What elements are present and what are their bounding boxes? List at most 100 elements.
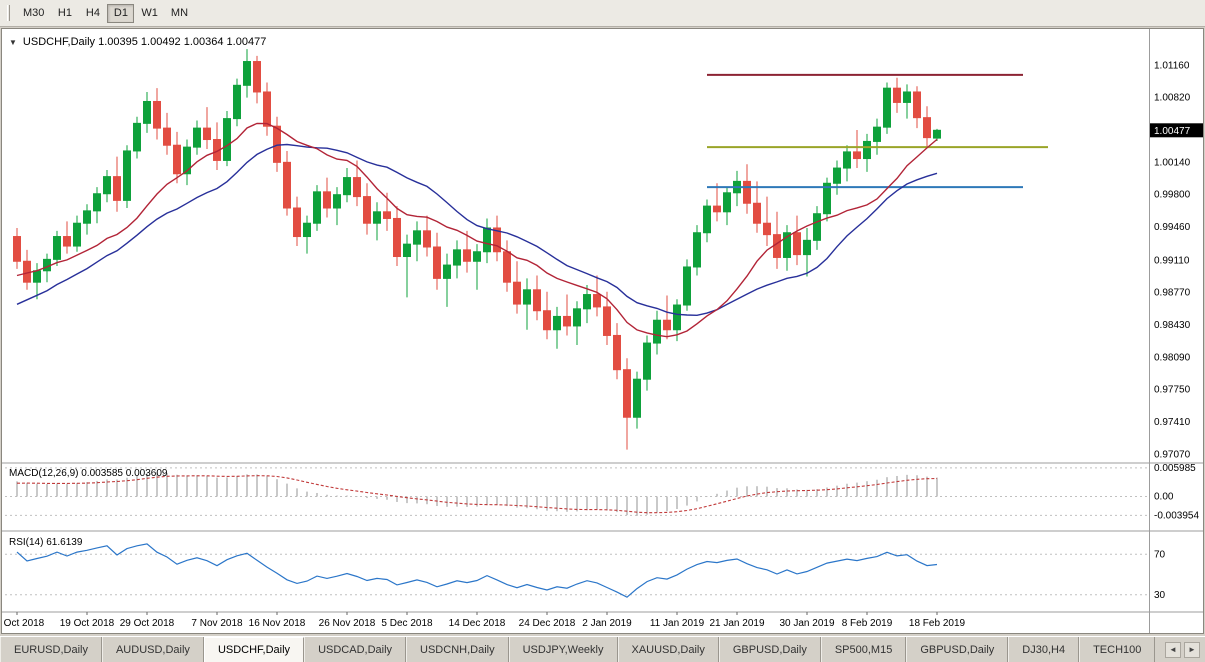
macd-histogram-bar [596,496,598,510]
macd-histogram-bar [316,492,318,497]
date-label: 30 Jan 2019 [779,618,834,629]
candle-body [253,61,261,93]
ma-fast-line [16,122,938,338]
macd-histogram-bar [46,483,48,497]
candle-body [483,227,491,253]
candle-body [823,182,831,215]
price-scale-value: 0.99460 [1154,222,1191,233]
candle-body [913,91,921,119]
candle-body [13,236,21,262]
timeframe-button-m30[interactable]: M30 [23,7,45,19]
chart-tab-2-usdchf-daily[interactable]: USDCHF,Daily [203,637,305,662]
macd-histogram-bar [676,496,678,509]
date-label: 14 Dec 2018 [449,618,506,629]
candle-body [203,127,211,141]
candle-body [343,177,351,196]
chart-tab-11-tech100[interactable]: TECH100 [1079,637,1156,662]
symbol-ohlc-text: USDCHF,Daily 1.00395 1.00492 1.00364 1.0… [22,36,267,48]
chart-background [2,29,1203,633]
macd-histogram-bar [256,474,258,497]
chart-window: 0.005985 0.00 -0.003954 70 30 1.01160 1.00820 1… [1,28,1204,634]
macd-histogram-bar [16,481,18,497]
macd-histogram-bar [696,496,698,502]
candle-body [173,144,181,175]
candle-body [53,236,61,260]
candle-body [883,87,891,128]
date-label: 29 Oct 2018 [120,618,175,629]
macd-scale-value: -0.003954 [1154,510,1199,521]
candle-body [643,342,651,380]
chart-tab-3-usdcad-daily[interactable]: USDCAD,Daily [304,637,407,662]
candle-body [413,230,421,245]
date-label: 7 Nov 2018 [191,618,243,629]
tabs-scroll-right-icon[interactable]: ► [1184,641,1200,658]
candle-body [793,232,801,256]
candle-body [813,213,821,241]
chart-tab-5-usdjpy-weekly[interactable]: USDJPY,Weekly [508,637,618,662]
timeframe-button-d1[interactable]: D1 [107,3,135,23]
macd-histogram-bar [796,489,798,497]
macd-histogram-bar [786,488,788,497]
macd-histogram-bar [856,482,858,497]
candle-body [313,191,321,224]
timeframe-button-h4[interactable]: H4 [85,7,100,19]
candle-body [783,232,791,258]
chart-tab-8-sp500-m15[interactable]: SP500,M15 [820,637,907,662]
rsi-line [16,543,938,598]
tabs-scroll-left-icon[interactable]: ◄ [1165,641,1181,658]
candle-body [763,222,771,236]
candle-body [713,205,721,213]
macd-histogram-bar [756,486,758,497]
macd-histogram-bar [366,496,368,499]
price-scale-value: 1.01160 [1154,60,1190,71]
macd-histogram-bar [26,482,28,497]
macd-histogram-bar [486,496,488,506]
candle-body [833,167,841,184]
candle-body [153,100,161,129]
chart-tab-0-eurusd-daily[interactable]: EURUSD,Daily [0,637,102,662]
chart-tab-6-xauusd-daily[interactable]: XAUUSD,Daily [617,637,719,662]
timeframe-button-w1[interactable]: W1 [141,7,158,19]
candle-body [523,289,531,305]
candle-body [803,239,811,256]
candle-body [743,180,751,204]
macd-histogram-bar [776,488,778,497]
candle-body [473,251,481,262]
chart-tab-4-usdcnh-daily[interactable]: USDCNH,Daily [406,637,509,662]
macd-histogram-bar [406,496,408,504]
macd-histogram-bar [466,496,468,507]
macd-histogram-bar [56,483,58,497]
chart-dropdown-icon[interactable]: ▼ [9,37,17,47]
candle-body [863,140,871,160]
macd-histogram-bar [116,479,118,497]
candle-body [223,118,231,161]
price-chart-canvas[interactable]: 0.005985 0.00 -0.003954 70 30 1.01160 1.00820 1… [2,29,1204,633]
macd-histogram-bar [736,487,738,497]
macd-histogram-bar [936,477,938,497]
candle-body [893,87,901,103]
candle-body [383,211,391,219]
candle-body [43,258,51,272]
macd-histogram-bar [636,496,638,516]
chart-tabbar: EURUSD,Daily AUDUSD,Daily USDCHF,Daily USDC… [0,636,1205,662]
chart-tab-9-gbpusd-daily[interactable]: GBPUSD,Daily [906,637,1009,662]
chart-tab-7-gbpusd-daily[interactable]: GBPUSD,Daily [718,637,821,662]
timeframe-button-mn[interactable]: MN [170,7,189,19]
date-label: 19 Oct 2018 [60,618,115,629]
candle-body [353,177,361,198]
date-label: 11 Jan 2019 [650,618,705,629]
macd-histogram-bar [586,496,588,511]
candle-body [843,151,851,169]
macd-histogram-bar [726,490,728,497]
macd-histogram-bar [96,480,98,497]
candle-body [163,127,171,146]
macd-histogram-bar [346,495,348,497]
macd-histogram-bar [916,475,918,497]
candle-body [83,210,91,224]
macd-histogram-bar [446,496,448,507]
toolbar-drag-handle[interactable] [7,5,10,21]
current-price-tag [1150,123,1203,138]
chart-tab-10-dj30-h4[interactable]: DJ30,H4 [1008,637,1080,662]
timeframe-button-h1[interactable]: H1 [57,7,72,19]
chart-tab-1-audusd-daily[interactable]: AUDUSD,Daily [101,637,204,662]
